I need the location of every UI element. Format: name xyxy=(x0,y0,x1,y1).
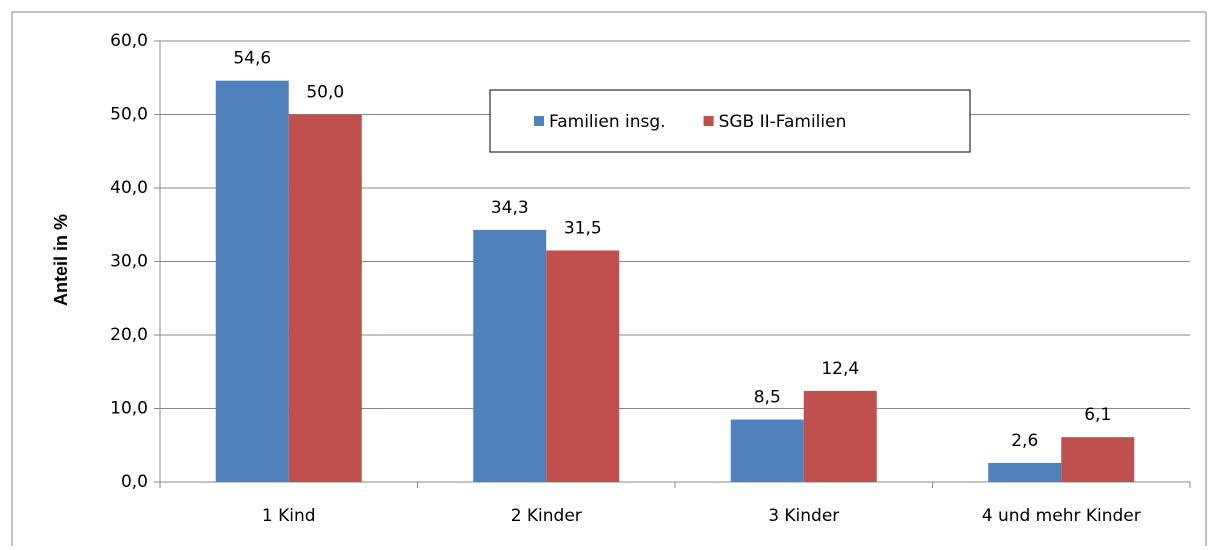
legend-label: Familien insg. xyxy=(549,112,666,132)
legend-box xyxy=(489,89,971,153)
y-axis-label: Anteil in % xyxy=(51,214,71,306)
bar xyxy=(215,80,289,482)
data-label: 50,0 xyxy=(306,83,344,103)
data-label: 2,6 xyxy=(1011,431,1038,451)
y-tick-label: 50,0 xyxy=(110,105,148,125)
y-tick-label: 10,0 xyxy=(110,399,148,419)
bar xyxy=(730,419,804,482)
x-tick-label: 2 Kinder xyxy=(511,506,582,526)
bar xyxy=(546,250,620,482)
data-label: 8,5 xyxy=(754,388,781,408)
y-tick-label: 20,0 xyxy=(110,325,148,345)
legend-label: SGB II-Familien xyxy=(719,112,847,132)
y-tick-label: 40,0 xyxy=(110,178,148,198)
y-tick-label: 0,0 xyxy=(121,472,148,492)
x-tick-label: 3 Kinder xyxy=(768,506,839,526)
bar xyxy=(803,390,877,482)
bar xyxy=(288,114,362,482)
data-label: 6,1 xyxy=(1084,405,1111,425)
x-tick-label: 1 Kind xyxy=(262,506,316,526)
bar xyxy=(473,229,547,482)
legend-swatch xyxy=(703,116,714,126)
y-tick-label: 30,0 xyxy=(110,252,148,272)
x-tick-label: 4 und mehr Kinder xyxy=(982,506,1141,526)
y-tick-label: 60,0 xyxy=(110,31,148,51)
data-label: 12,4 xyxy=(821,359,859,379)
bar xyxy=(988,462,1062,482)
bar xyxy=(1061,437,1135,482)
legend-swatch xyxy=(534,116,544,126)
data-label: 54,6 xyxy=(233,49,271,69)
frame xyxy=(11,11,1207,550)
data-label: 34,3 xyxy=(491,198,529,218)
data-label: 31,5 xyxy=(564,218,602,238)
